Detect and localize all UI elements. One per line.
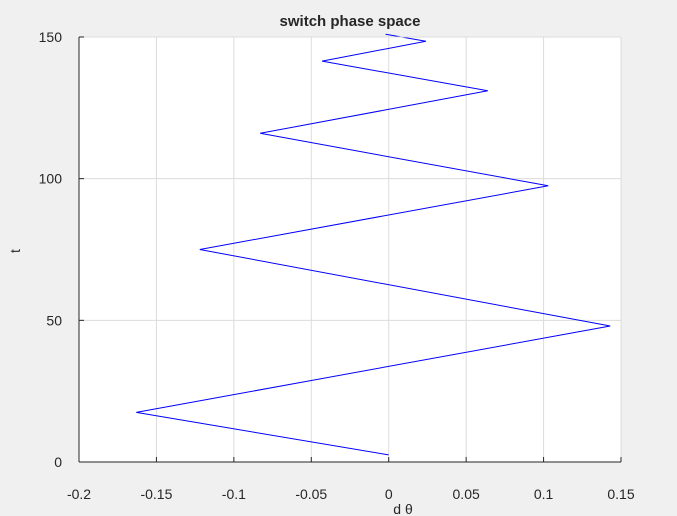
x-tick-label: -0.1 — [222, 486, 246, 502]
x-tick-label: -0.2 — [67, 486, 91, 502]
x-tick-label: 0.05 — [453, 486, 480, 502]
x-tick-label: -0.15 — [140, 486, 172, 502]
plot-area — [79, 37, 621, 462]
y-tick-label: 0 — [54, 454, 62, 470]
x-tick-label: 0 — [385, 486, 393, 502]
x-tick-label: -0.05 — [295, 486, 327, 502]
x-tick-label: 0.15 — [607, 486, 634, 502]
axes-layer — [78, 36, 622, 463]
y-tick-label: 150 — [39, 29, 63, 45]
y-axis-label: t — [7, 249, 23, 253]
x-tick-label: 0.1 — [534, 486, 554, 502]
chart-title: switch phase space — [280, 13, 421, 30]
series-line — [136, 33, 611, 456]
tick-labels: -0.2 -0.15 -0.1 -0.05 0 0.05 0.1 0.15 0 50 100 150 — [39, 29, 635, 502]
y-tick-label: 100 — [39, 171, 63, 187]
series-layer — [136, 33, 611, 456]
y-tick-label: 50 — [46, 312, 62, 328]
x-axis-label: d θ — [393, 501, 413, 516]
